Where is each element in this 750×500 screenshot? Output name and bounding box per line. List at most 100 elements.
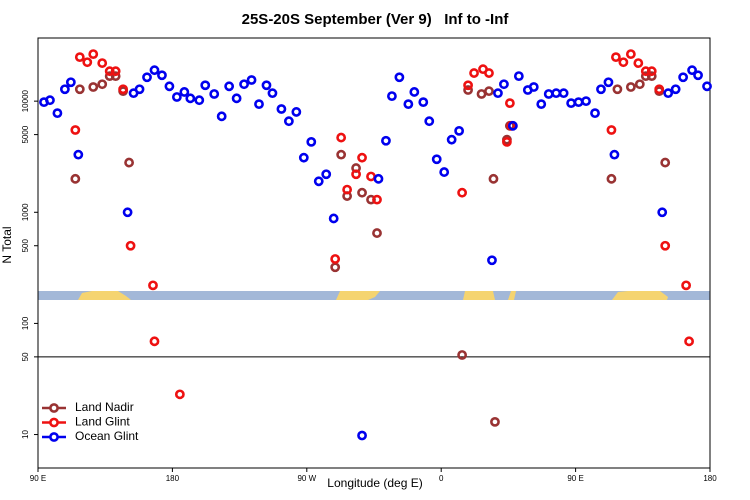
- x-tick-label: 180: [703, 474, 717, 483]
- point: [633, 58, 644, 68]
- point: [88, 82, 99, 92]
- point: [493, 88, 503, 99]
- point: [185, 93, 196, 104]
- x-tick-label: 0: [439, 474, 444, 483]
- point: [65, 77, 76, 88]
- point: [254, 99, 264, 110]
- point: [357, 187, 367, 198]
- plot-frame: [37, 37, 711, 469]
- point: [276, 104, 287, 114]
- point: [372, 228, 382, 238]
- point: [603, 77, 614, 88]
- point: [342, 184, 353, 195]
- point: [606, 173, 617, 184]
- point: [504, 98, 515, 109]
- point: [702, 81, 712, 92]
- point: [625, 82, 636, 92]
- point: [609, 149, 620, 160]
- point: [88, 49, 99, 60]
- point: [97, 58, 108, 68]
- point: [134, 84, 145, 95]
- legend-marker: [49, 403, 59, 413]
- point: [179, 87, 190, 97]
- point: [654, 84, 665, 95]
- point: [373, 173, 384, 184]
- point: [463, 85, 473, 95]
- point: [513, 71, 524, 82]
- map-strip: [38, 291, 710, 300]
- point: [463, 80, 473, 91]
- point: [625, 49, 636, 60]
- point: [646, 66, 657, 77]
- point: [670, 84, 681, 95]
- point: [528, 82, 539, 92]
- point: [118, 84, 129, 95]
- y-tick-label: 50: [21, 352, 30, 361]
- legend-marker: [49, 417, 59, 428]
- point: [499, 79, 509, 90]
- point: [581, 96, 591, 107]
- point: [313, 176, 324, 187]
- land-strip: [336, 291, 380, 300]
- legend-marker: [49, 432, 59, 442]
- legend-label: Land Glint: [75, 415, 130, 429]
- point: [660, 240, 671, 251]
- point: [457, 350, 468, 360]
- x-tick-label: 90 E: [30, 474, 46, 483]
- point: [693, 70, 703, 81]
- point: [357, 430, 367, 441]
- point: [487, 255, 497, 266]
- point: [590, 108, 600, 119]
- point: [291, 107, 302, 117]
- land-strip: [78, 291, 131, 300]
- point: [394, 72, 405, 83]
- x-tick-label: 90 E: [567, 474, 583, 483]
- point: [216, 111, 227, 122]
- x-tick-label: 90 W: [297, 474, 316, 483]
- point: [171, 92, 182, 102]
- point: [490, 416, 500, 427]
- y-tick-label: 1000: [21, 203, 30, 221]
- point: [200, 80, 211, 91]
- point: [678, 72, 689, 83]
- point: [681, 280, 692, 291]
- point: [418, 97, 429, 108]
- point: [45, 95, 55, 106]
- point: [618, 57, 629, 68]
- point: [488, 173, 499, 184]
- point: [70, 125, 81, 135]
- point: [446, 134, 457, 145]
- point: [73, 149, 84, 160]
- point: [149, 336, 160, 347]
- point: [558, 88, 569, 99]
- point: [606, 125, 617, 135]
- point: [70, 173, 81, 184]
- point: [164, 81, 175, 92]
- point: [239, 79, 249, 90]
- point: [657, 207, 668, 218]
- point: [336, 149, 347, 160]
- y-tick-label: 10000: [21, 89, 30, 112]
- point: [484, 68, 494, 78]
- point: [469, 68, 479, 78]
- x-tick-label: 180: [166, 474, 180, 483]
- point: [634, 79, 645, 90]
- point: [194, 95, 205, 106]
- point: [59, 84, 70, 95]
- point: [330, 254, 341, 264]
- point: [454, 125, 465, 136]
- point: [246, 75, 257, 85]
- y-tick-label: 10: [21, 430, 30, 439]
- point: [457, 187, 468, 198]
- point: [110, 66, 121, 77]
- point: [431, 154, 442, 165]
- x-axis-label: Longitude (deg E): [327, 476, 422, 490]
- point: [660, 157, 671, 168]
- point: [122, 207, 133, 218]
- legend-label: Ocean Glint: [75, 429, 139, 443]
- point: [157, 70, 167, 81]
- point: [142, 72, 152, 83]
- point: [306, 136, 317, 147]
